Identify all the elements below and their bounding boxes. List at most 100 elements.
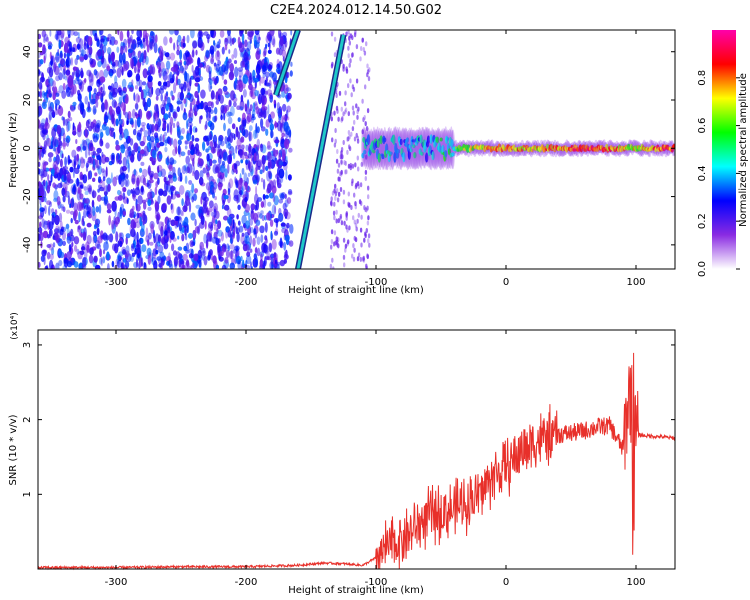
noise-blob [227, 111, 233, 117]
colorbar: 0.0 0.2 0.4 0.6 0.8 Normalized spectral ampl… [697, 30, 749, 277]
noise-blob [109, 39, 112, 45]
noise-blob [143, 262, 146, 268]
noise-blob [158, 154, 163, 159]
noise-blob [172, 250, 178, 256]
noise-blob [124, 93, 129, 105]
noise-blob [160, 168, 166, 178]
x-tick-label: 0 [503, 277, 509, 288]
noise-blob [93, 224, 97, 230]
noise-blob [350, 131, 353, 137]
noise-blob [335, 158, 339, 164]
y-tick-label: 3 [22, 342, 33, 348]
noise-blob [114, 75, 118, 84]
noise-blob [45, 36, 50, 43]
noise-blob [59, 158, 63, 168]
noise-blob [142, 177, 146, 186]
noise-blob [75, 154, 79, 166]
noise-blob [169, 116, 174, 127]
noise-blob [177, 167, 181, 177]
noise-blob [276, 108, 282, 114]
noise-blob [284, 138, 290, 150]
noise-blob [64, 76, 68, 81]
noise-blob [352, 215, 355, 221]
noise-blob [288, 240, 294, 247]
noise-blob [127, 162, 130, 173]
noise-blob [79, 158, 85, 169]
noise-blob [87, 118, 91, 124]
noise-blob [76, 248, 80, 255]
noise-blob [263, 106, 268, 111]
noise-blob [131, 252, 136, 257]
noise-blob [61, 166, 66, 175]
noise-blob [166, 55, 171, 60]
noise-blob [51, 128, 57, 138]
noise-blob [141, 238, 144, 244]
noise-blob [217, 229, 223, 237]
noise-blob [130, 119, 134, 125]
noise-blob [106, 235, 110, 241]
noise-blob [157, 195, 161, 205]
noise-blob [111, 154, 115, 165]
noise-blob [115, 118, 119, 127]
noise-blob [241, 167, 245, 175]
noise-blob [110, 51, 116, 62]
noise-blob [249, 248, 253, 253]
noise-blob [366, 72, 369, 78]
noise-blob [367, 215, 370, 221]
snr-panel: -300 -200 -100 0 100 123 Height of straight … [8, 312, 676, 596]
noise-blob [62, 132, 66, 142]
noise-blob [282, 202, 287, 210]
noise-blob [260, 253, 263, 261]
noise-blob [131, 30, 134, 35]
noise-blob [136, 258, 138, 268]
noise-blob [336, 168, 340, 174]
noise-blob [348, 144, 351, 150]
noise-blob [81, 47, 84, 58]
noise-blob [347, 130, 351, 135]
noise-blob [245, 106, 250, 115]
noise-blob [265, 35, 270, 44]
noise-blob [158, 221, 164, 232]
noise-blob [169, 71, 173, 82]
noise-blob [249, 104, 253, 112]
noise-blob [147, 127, 151, 137]
noise-blob [177, 144, 181, 155]
noise-blob [157, 165, 160, 174]
noise-blob [70, 217, 73, 224]
noise-blob [77, 225, 81, 230]
noise-blob [66, 251, 72, 259]
noise-blob [272, 38, 276, 48]
noise-blob [252, 237, 256, 247]
noise-blob [248, 83, 253, 91]
noise-blob [57, 144, 61, 154]
noise-blob [103, 241, 109, 251]
noise-blob [351, 105, 355, 111]
noise-blob [200, 89, 206, 99]
noise-blob [229, 132, 234, 144]
noise-blob [170, 137, 174, 145]
noise-blob [48, 205, 51, 216]
noise-blob [357, 166, 360, 172]
noise-blob [217, 88, 223, 96]
noise-blob [216, 164, 222, 174]
noise-blob [217, 150, 220, 158]
noise-blob [55, 262, 60, 269]
noise-blob [276, 176, 279, 186]
noise-blob [366, 205, 369, 211]
noise-blob [58, 72, 63, 81]
noise-blob [276, 102, 280, 111]
noise-blob [229, 244, 235, 250]
noise-blob [282, 31, 288, 38]
noise-blob [163, 131, 167, 137]
noise-blob [330, 239, 334, 244]
noise-blob [101, 168, 105, 173]
noise-blob [110, 83, 115, 93]
noise-blob [279, 193, 285, 200]
noise-blob [132, 221, 137, 229]
noise-blob [209, 122, 215, 131]
noise-blob [61, 187, 66, 197]
noise-blob [132, 194, 137, 202]
noise-blob [354, 237, 358, 243]
noise-blob [72, 84, 77, 95]
noise-blob [118, 96, 123, 105]
